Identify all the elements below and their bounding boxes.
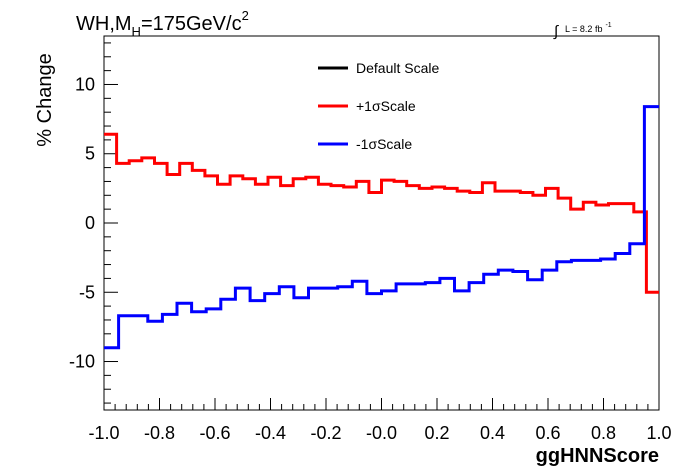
legend: Default Scale +1σScale -1σScale xyxy=(318,60,439,152)
x-tick-label: -0.4 xyxy=(255,423,286,443)
x-tick-label: -0.2 xyxy=(310,423,341,443)
x-tick-label: 1.0 xyxy=(646,423,671,443)
plot-frame xyxy=(103,35,660,411)
luminosity-integral-sign: ∫ xyxy=(553,23,560,40)
legend-entry: -1σScale xyxy=(356,136,412,152)
x-tick-label: 0.8 xyxy=(591,423,616,443)
y-tick-label: -5 xyxy=(79,282,95,302)
y-tick-label: -10 xyxy=(69,352,95,372)
y-axis-title: % Change xyxy=(34,53,56,146)
legend-entry: Default Scale xyxy=(356,60,439,76)
chart-title-subscript: H xyxy=(132,24,141,39)
legend-entry: +1σScale xyxy=(356,98,416,114)
x-tick-label: 0.4 xyxy=(480,423,505,443)
x-tick-label: 0.6 xyxy=(535,423,560,443)
chart-title-superscript: 2 xyxy=(242,8,249,23)
y-tick-label: 10 xyxy=(75,74,95,94)
y-tick-label: 5 xyxy=(85,144,95,164)
x-axis-title: ggHNNScore xyxy=(536,445,659,467)
x-tick-label: 0.2 xyxy=(424,423,449,443)
luminosity-superscript: -1 xyxy=(605,22,611,29)
x-tick-label: -1.0 xyxy=(88,423,119,443)
y-tick-label: 0 xyxy=(85,213,95,233)
axis-ticks xyxy=(103,42,660,410)
series-lines xyxy=(104,105,659,350)
chart-title: WH,MH=175GeV/c2 xyxy=(76,8,249,39)
x-tick-label: -0.6 xyxy=(199,423,230,443)
chart-title-rest: =175GeV/c xyxy=(141,13,242,35)
series-line-minus-1sigma xyxy=(104,105,659,350)
axis-tick-labels: -1.0 -0.8 -0.6 -0.4 -0.2 -0.0 0.2 0.4 0.6 0.8 1.0 1… xyxy=(69,74,672,443)
luminosity-label: L = 8.2 fb -1 xyxy=(565,22,612,34)
x-tick-label: -0.8 xyxy=(144,423,175,443)
series-line-plus-1sigma xyxy=(104,132,659,294)
luminosity-text: L = 8.2 fb xyxy=(565,24,602,34)
chart-title-main: WH,M xyxy=(76,13,132,35)
x-tick-label: -0.0 xyxy=(366,423,397,443)
